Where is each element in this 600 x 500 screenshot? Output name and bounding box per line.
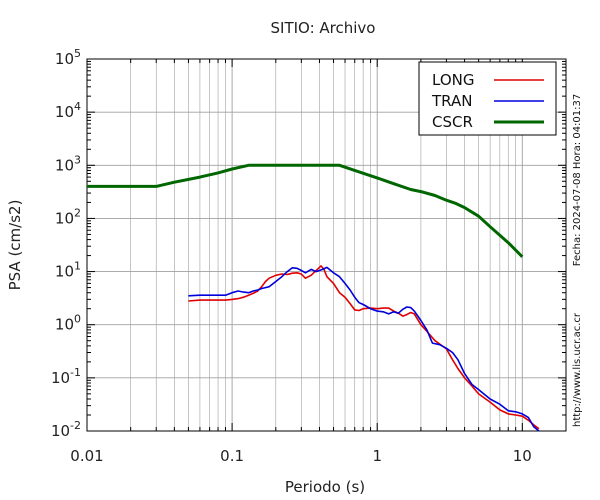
x-tick-label: 0.01: [70, 447, 103, 465]
chart-title: SITIO: Archivo: [271, 19, 376, 37]
series-line-cscr: [87, 163, 524, 258]
y-tick-label: 105: [55, 47, 81, 68]
y-tick-label: 102: [55, 206, 81, 227]
y-tick-label: 10-1: [51, 366, 81, 387]
timestamp-label: Fecha: 2024-07-08 Hora: 04:01:37: [572, 94, 583, 267]
axis-ticks: 0.01 0.1 1 10 10-2 10-1 100 101 102 103 104 105: [51, 47, 567, 465]
y-tick-label: 104: [55, 100, 81, 121]
legend: LONG TRAN CSCR: [418, 61, 557, 136]
grid: [86, 58, 567, 432]
y-axis-label: PSA (cm/s2): [6, 200, 24, 291]
source-url-label: http://www.lis.ucr.ac.cr: [572, 312, 583, 427]
series-line-long: [188, 265, 540, 430]
y-tick-label: 101: [55, 260, 81, 281]
plot-frame: [86, 58, 567, 432]
y-tick-label: 103: [55, 153, 81, 174]
y-tick-label: 100: [55, 313, 81, 334]
legend-label-long: LONG: [432, 71, 474, 89]
x-axis-label: Periodo (s): [285, 478, 365, 496]
legend-label-tran: TRAN: [431, 92, 472, 110]
legend-label-cscr: CSCR: [432, 113, 473, 131]
y-tick-label: 10-2: [51, 419, 81, 440]
series-line-tran: [188, 266, 540, 432]
series-lines: [87, 163, 540, 432]
x-tick-label: 0.1: [220, 447, 244, 465]
x-tick-label: 10: [513, 447, 532, 465]
x-tick-label: 1: [372, 447, 382, 465]
